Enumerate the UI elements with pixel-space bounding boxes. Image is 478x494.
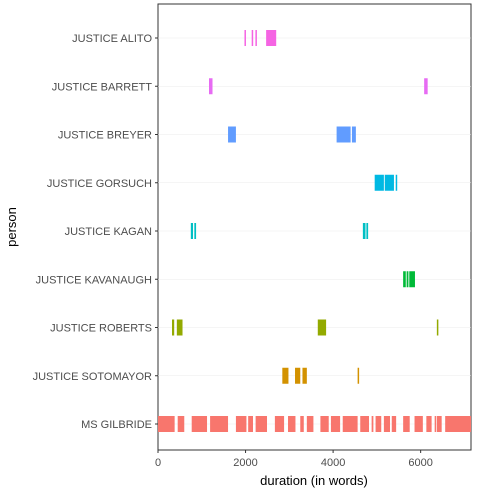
speech-segment bbox=[409, 271, 415, 288]
speech-segment bbox=[176, 319, 183, 336]
speech-segment bbox=[436, 416, 442, 432]
speech-segment bbox=[177, 416, 185, 432]
y-tick-label: JUSTICE ROBERTS bbox=[50, 323, 152, 335]
speech-segment bbox=[371, 416, 374, 432]
speech-segment bbox=[362, 223, 366, 239]
y-axis-title: person bbox=[4, 207, 19, 247]
y-tick-label: JUSTICE ALITO bbox=[72, 33, 152, 45]
speech-segment bbox=[342, 416, 358, 432]
speech-segment bbox=[403, 416, 410, 432]
speech-segment bbox=[414, 416, 423, 432]
speech-segment bbox=[366, 223, 369, 239]
speech-segment bbox=[445, 416, 471, 432]
speech-segment bbox=[228, 126, 236, 143]
speech-segment bbox=[172, 319, 175, 336]
x-tick-label: 4000 bbox=[321, 457, 345, 469]
speech-segment bbox=[251, 30, 254, 46]
x-axis: 0 2000 4000 6000 bbox=[155, 450, 433, 469]
speech-segment bbox=[424, 78, 428, 95]
speech-segment bbox=[317, 319, 327, 336]
speech-segment bbox=[282, 367, 289, 384]
y-tick-label: JUSTICE BREYER bbox=[58, 130, 152, 142]
speech-segment bbox=[406, 271, 409, 288]
y-tick-label: JUSTICE KAVANAUGH bbox=[36, 274, 152, 286]
speech-segment bbox=[302, 367, 307, 384]
speech-segment bbox=[190, 223, 194, 239]
y-tick-label: JUSTICE KAGAN bbox=[65, 226, 152, 238]
y-tick-label: MS GILBRIDE bbox=[81, 419, 152, 431]
speech-segment bbox=[306, 416, 314, 432]
speech-segment bbox=[158, 416, 175, 432]
y-tick-label: JUSTICE BARRETT bbox=[52, 81, 153, 93]
speech-segment bbox=[395, 174, 398, 191]
x-tick-label: 0 bbox=[155, 457, 161, 469]
x-tick-label: 6000 bbox=[408, 457, 432, 469]
speech-segment bbox=[357, 367, 360, 384]
speech-segment bbox=[360, 416, 370, 432]
speech-segment bbox=[351, 126, 356, 143]
speech-segment bbox=[391, 416, 397, 432]
speech-segment bbox=[426, 416, 432, 432]
speech-segment bbox=[194, 223, 197, 239]
speech-segment bbox=[434, 416, 437, 432]
speech-segment bbox=[330, 416, 341, 432]
x-axis-title: duration (in words) bbox=[260, 473, 368, 488]
speech-segment bbox=[274, 416, 285, 432]
speech-segment bbox=[384, 174, 394, 191]
marks-layer bbox=[158, 30, 471, 432]
speech-segment bbox=[255, 30, 257, 46]
panel-border bbox=[157, 3, 472, 451]
speech-segment bbox=[320, 416, 329, 432]
speech-segment bbox=[295, 367, 301, 384]
speech-segment bbox=[403, 271, 406, 288]
speech-segment bbox=[244, 30, 246, 46]
x-tick-label: 2000 bbox=[233, 457, 257, 469]
speech-segment bbox=[208, 78, 213, 95]
speech-segment bbox=[255, 416, 268, 432]
speech-segment bbox=[288, 416, 296, 432]
speech-segment bbox=[191, 416, 208, 432]
speech-segment bbox=[210, 416, 229, 432]
y-tick-label: JUSTICE GORSUCH bbox=[47, 178, 152, 190]
speech-segment bbox=[266, 30, 277, 46]
speech-segment bbox=[375, 416, 382, 432]
speech-segment bbox=[383, 416, 391, 432]
speech-segment bbox=[235, 416, 247, 432]
speech-segment bbox=[248, 416, 253, 432]
y-axis: JUSTICE ALITO JUSTICE BARRETT JUSTICE BREY… bbox=[33, 33, 158, 431]
speech-segment bbox=[336, 126, 351, 143]
speech-segment bbox=[436, 319, 439, 336]
speech-segment bbox=[374, 174, 384, 191]
speech-segment bbox=[300, 416, 304, 432]
y-tick-label: JUSTICE SOTOMAYOR bbox=[33, 371, 152, 383]
